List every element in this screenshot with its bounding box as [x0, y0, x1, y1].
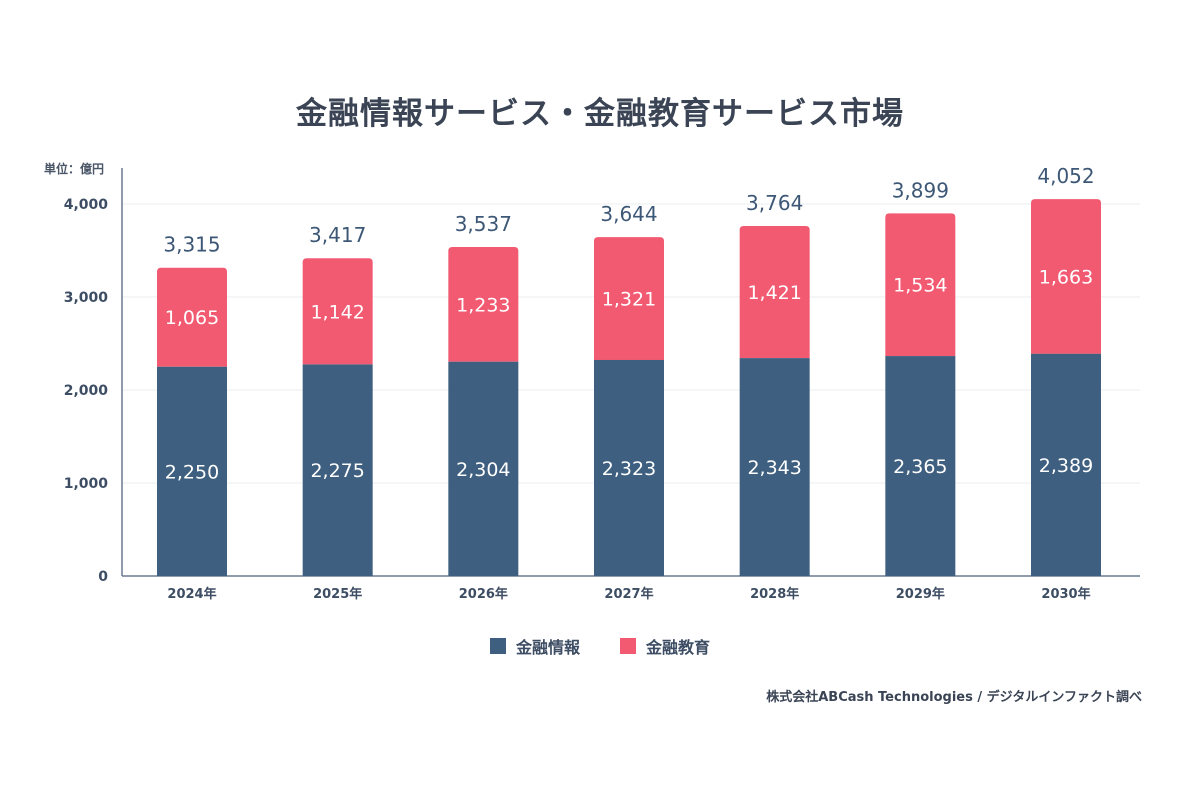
bar-edu [1031, 199, 1101, 354]
bar-info-label: 2,343 [747, 457, 801, 479]
bar-edu-label: 1,663 [1039, 266, 1093, 288]
legend-swatch-info [489, 638, 506, 654]
bar-info-label: 2,250 [165, 461, 219, 483]
bar-edu [302, 258, 373, 365]
bar-info [448, 361, 519, 576]
x-tick-label: 2029年 [896, 586, 945, 602]
bar-info [302, 364, 373, 576]
bar-info-label: 2,389 [1039, 455, 1093, 477]
bar-edu-label: 1,065 [165, 307, 219, 329]
x-tick-label: 2027年 [604, 586, 653, 602]
bar-edu [157, 267, 227, 367]
bar-edu [594, 237, 664, 360]
source-note: 株式会社ABCash Technologies / デジタルインファクト調べ [766, 690, 1142, 705]
y-tick-label: 3,000 [64, 290, 109, 306]
bar-edu [885, 213, 956, 357]
bar-info-label: 2,323 [602, 458, 656, 480]
x-tick-label: 2030年 [1041, 586, 1090, 602]
bar-total-label: 3,417 [309, 223, 366, 247]
x-tick-label: 2028年 [750, 586, 799, 602]
bar-edu [739, 225, 810, 359]
bar-edu-label: 1,421 [747, 282, 801, 304]
legend-label-edu: 金融教育 [646, 638, 711, 657]
bar-edu-label: 1,321 [602, 289, 656, 311]
bar-info-label: 2,304 [456, 459, 510, 481]
bar-info [885, 356, 956, 576]
bar-info [594, 359, 664, 576]
legend-item-info: 金融情報 [489, 634, 580, 658]
bar-total-label: 3,764 [746, 191, 803, 215]
bar-total-label: 3,315 [163, 233, 220, 257]
bar-total-label: 3,899 [892, 178, 949, 202]
y-tick-label: 1,000 [64, 476, 109, 492]
x-tick-label: 2026年 [459, 586, 508, 602]
x-tick-label: 2024年 [167, 586, 216, 602]
chart-title: 金融情報サービス・金融教育サービス市場 [296, 96, 904, 132]
y-tick-label: 0 [98, 569, 108, 585]
bar-edu-label: 1,534 [893, 275, 947, 297]
legend-item-edu: 金融教育 [620, 634, 710, 658]
bar-info [739, 358, 810, 576]
bar-edu-label: 1,233 [456, 294, 510, 316]
bar-info [157, 366, 227, 576]
bar-info [1031, 353, 1101, 576]
bar-edu [448, 247, 519, 362]
bar-total-label: 4,052 [1037, 164, 1094, 188]
bar-total-label: 3,537 [455, 212, 512, 236]
bar-edu-label: 1,142 [310, 301, 364, 323]
bar-info-label: 2,365 [893, 456, 947, 478]
unit-label: 単位：億円 [44, 162, 105, 176]
bar-total-label: 3,644 [600, 202, 657, 226]
bar-info-label: 2,275 [310, 460, 364, 482]
y-tick-label: 4,000 [64, 197, 109, 213]
legend-label-info: 金融情報 [515, 638, 580, 657]
legend-swatch-edu [620, 638, 636, 654]
y-tick-label: 2,000 [64, 383, 109, 399]
x-tick-label: 2025年 [313, 586, 362, 602]
legend: 金融情報 金融教育 [0, 634, 1200, 658]
